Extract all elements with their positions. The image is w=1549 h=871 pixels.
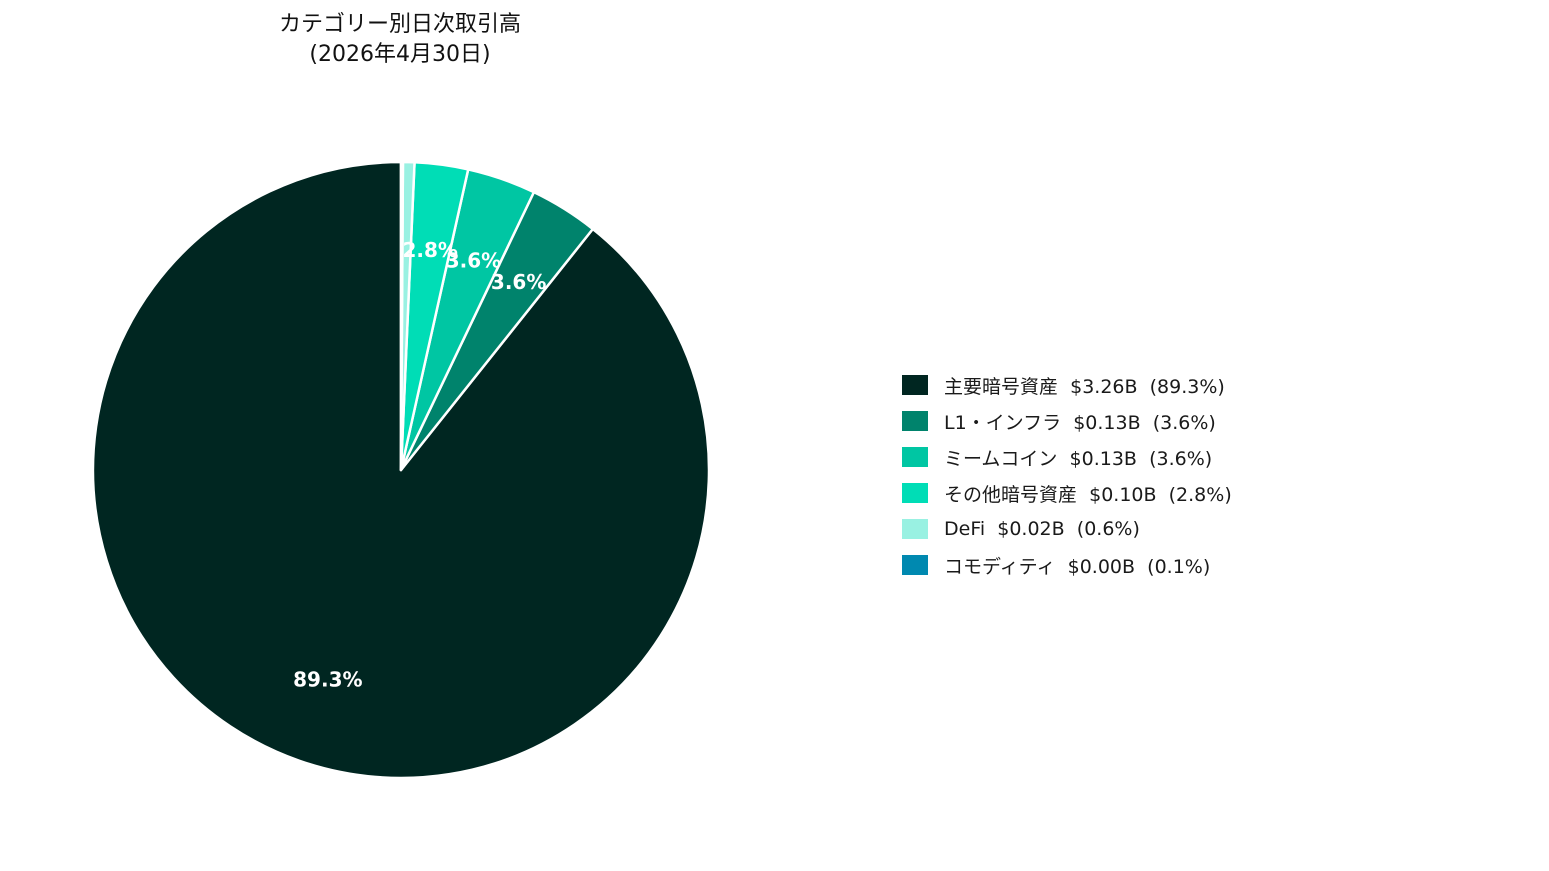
chart-title-line-1: カテゴリー別日次取引高 [278, 12, 521, 37]
legend-name: L1・インフラ [944, 411, 1062, 434]
legend-item: コモディティ $0.00B (0.1%) [902, 547, 1232, 583]
pie-slice [399, 160, 405, 472]
legend-percent: (2.8%) [1168, 483, 1232, 506]
pie-slice-label: 3.6% [446, 248, 501, 272]
pie-chart: 89.3%3.6%3.6%2.8% [91, 160, 711, 780]
legend-name: その他暗号資産 [944, 483, 1078, 506]
legend-swatch [902, 483, 928, 503]
legend-swatch [902, 519, 928, 539]
chart-title: カテゴリー別日次取引高 (2026年4月30日) [200, 10, 600, 70]
legend-percent: (0.1%) [1147, 555, 1211, 578]
legend-value: $0.10B [1089, 483, 1157, 506]
legend-item: L1・インフラ $0.13B (3.6%) [902, 403, 1232, 439]
legend-percent: (3.6%) [1149, 447, 1213, 470]
legend-value: $0.13B [1073, 411, 1141, 434]
legend-swatch [902, 447, 928, 467]
legend-text: ミームコイン $0.13B (3.6%) [944, 444, 1212, 471]
legend-name: ミームコイン [944, 447, 1058, 470]
legend-percent: (3.6%) [1152, 411, 1216, 434]
legend-text: L1・インフラ $0.13B (3.6%) [944, 408, 1216, 435]
legend-text: その他暗号資産 $0.10B (2.8%) [944, 480, 1232, 507]
chart-title-line-2: (2026年4月30日) [309, 42, 491, 67]
legend-name: DeFi [944, 518, 986, 540]
legend-name: 主要暗号資産 [944, 375, 1059, 398]
pie-slice-labels: 89.3%3.6%3.6%2.8% [293, 238, 546, 691]
legend-swatch [902, 411, 928, 431]
pie-slice-label: 2.8% [402, 238, 457, 262]
legend-text: 主要暗号資産 $3.26B (89.3%) [944, 372, 1225, 399]
legend-text: DeFi $0.02B (0.6%) [944, 518, 1140, 540]
legend-swatch [902, 555, 928, 575]
legend-item: ミームコイン $0.13B (3.6%) [902, 439, 1232, 475]
legend-value: $0.13B [1069, 447, 1137, 470]
legend-value: $0.02B [997, 518, 1065, 540]
pie-slice-label: 89.3% [293, 667, 362, 691]
legend-percent: (0.6%) [1076, 518, 1140, 540]
legend-swatch [902, 375, 928, 395]
legend-percent: (89.3%) [1149, 375, 1225, 398]
legend-name: コモディティ [944, 555, 1056, 578]
legend: 主要暗号資産 $3.26B (89.3%) L1・インフラ $0.13B (3.… [902, 367, 1232, 583]
legend-text: コモディティ $0.00B (0.1%) [944, 552, 1210, 579]
legend-item: その他暗号資産 $0.10B (2.8%) [902, 475, 1232, 511]
legend-item: 主要暗号資産 $3.26B (89.3%) [902, 367, 1232, 403]
legend-value: $0.00B [1067, 555, 1136, 578]
legend-item: DeFi $0.02B (0.6%) [902, 511, 1232, 547]
legend-value: $3.26B [1070, 375, 1138, 398]
pie-slices [91, 160, 711, 780]
pie-slice-label: 3.6% [491, 270, 546, 294]
